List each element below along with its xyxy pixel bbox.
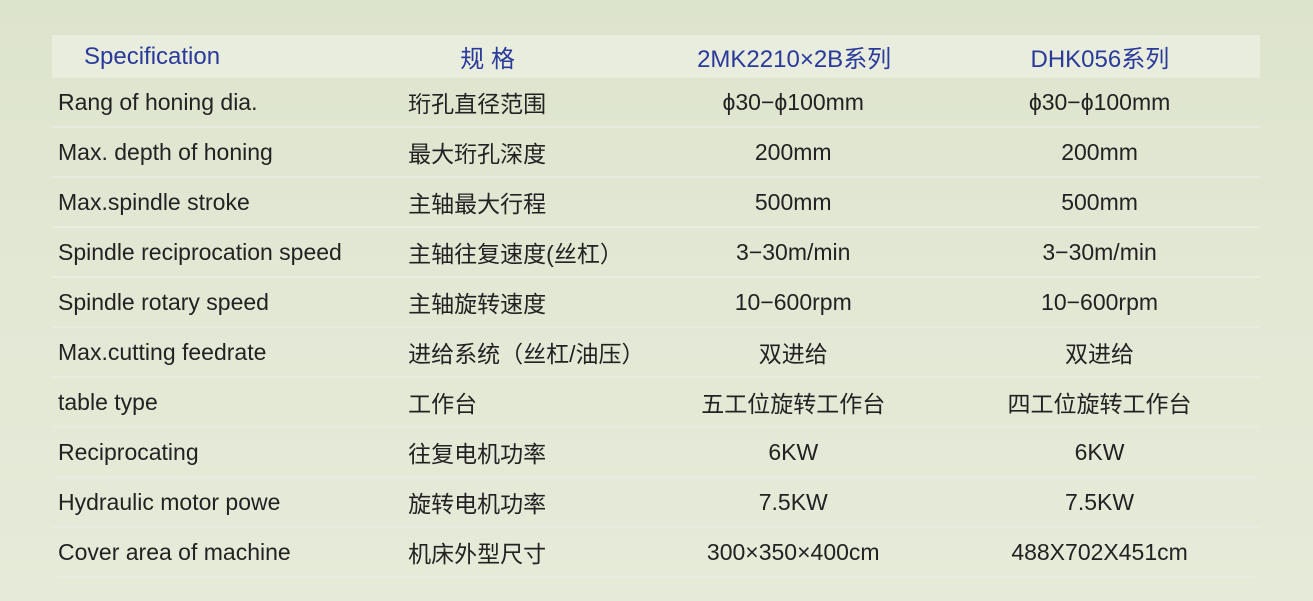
value-dhk056: 10−600rpm [1041,288,1159,315]
header-specification: Specification [84,42,221,70]
spec-cn: 机床外型尺寸 [408,541,547,567]
value-dhk056: 200mm [1061,138,1138,165]
table-row: Cover area of machine 机床外型尺寸 300×350×400cm… [52,528,1260,578]
spec-table: Specification 规 格 2MK2210×2B系列 DHK056系列 … [52,35,1260,578]
spec-en: Cover area of machine [58,538,291,565]
spec-cn: 主轴最大行程 [408,191,547,217]
header-2mk2210: 2MK2210×2B系列 [697,46,892,73]
value-dhk056: 6KW [1074,438,1125,465]
value-2mk2210: 200mm [754,138,832,165]
value-dhk056: 3−30m/min [1042,238,1157,265]
spec-en: Spindle rotary speed [58,288,269,315]
value-2mk2210: 6KW [768,438,819,465]
value-dhk056: 500mm [1061,188,1138,215]
table-row: Spindle reciprocation speed 主轴往复速度(丝杠） 3−3… [52,228,1260,278]
spec-cn: 旋转电机功率 [408,491,547,517]
value-2mk2210: 10−600rpm [734,288,852,315]
table-row: Max.cutting feedrate 进给系统（丝杠/油压） 双进给 双进给 [52,328,1260,378]
table-row: Reciprocating 往复电机功率 6KW 6KW [52,428,1260,478]
value-dhk056: 7.5KW [1065,488,1135,515]
spec-cn: 往复电机功率 [408,441,547,467]
spec-cn: 进给系统（丝杠/油压） [408,341,645,367]
value-2mk2210: 7.5KW [758,488,828,515]
spec-cn: 主轴往复速度(丝杠） [408,241,623,267]
table-row: table type 工作台 五工位旋转工作台 四工位旋转工作台 [52,378,1260,428]
table-body: Rang of honing dia. 珩孔直径范围 ϕ30−ϕ100mm ϕ30−ϕ… [52,78,1260,578]
value-2mk2210: 500mm [754,188,832,215]
value-2mk2210: 3−30m/min [736,238,851,265]
value-dhk056: 488X702X451cm [1011,538,1188,565]
value-dhk056: 双进给 [1065,341,1135,367]
spec-en: Max.cutting feedrate [58,338,267,365]
header-dhk056: DHK056系列 [1030,46,1170,73]
table-row: Max.spindle stroke 主轴最大行程 500mm 500mm [52,178,1260,228]
spec-en: Spindle reciprocation speed [58,238,342,265]
spec-cn: 最大珩孔深度 [408,141,547,167]
spec-cn: 工作台 [408,391,478,417]
spec-en: Max. depth of honing [58,138,273,165]
table-row: Rang of honing dia. 珩孔直径范围 ϕ30−ϕ100mm ϕ30−ϕ… [52,78,1260,128]
table-row: Spindle rotary speed 主轴旋转速度 10−600rpm 10−60… [52,278,1260,328]
spec-cn: 主轴旋转速度 [408,291,547,317]
value-dhk056: ϕ30−ϕ100mm [1028,88,1171,115]
value-2mk2210: 双进给 [758,341,828,367]
value-2mk2210: ϕ30−ϕ100mm [722,88,864,115]
spec-en: Reciprocating [58,438,199,465]
table-header: Specification 规 格 2MK2210×2B系列 DHK056系列 [52,35,1260,78]
value-2mk2210: 300×350×400cm [706,538,880,565]
spec-en: Hydraulic motor powe [58,488,281,515]
table-row: Max. depth of honing 最大珩孔深度 200mm 200mm [52,128,1260,178]
spec-en: Max.spindle stroke [58,188,250,215]
table-row: Hydraulic motor powe 旋转电机功率 7.5KW 7.5KW [52,478,1260,528]
header-spec-cn: 规 格 [460,46,515,73]
spec-en: Rang of honing dia. [58,88,258,115]
value-dhk056: 四工位旋转工作台 [1007,391,1192,417]
spec-cn: 珩孔直径范围 [408,91,547,117]
value-2mk2210: 五工位旋转工作台 [701,391,886,417]
spec-en: table type [58,388,158,415]
